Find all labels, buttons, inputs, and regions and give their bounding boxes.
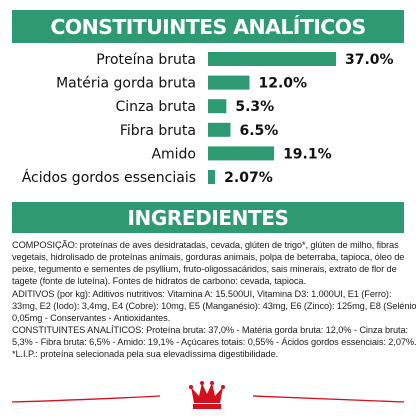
bar <box>208 146 275 161</box>
analytics-bar-chart: Proteína bruta 37.0% Matéria gorda bruta 12… <box>22 52 394 186</box>
composition-line: 33mg, E2 (Iodo): 3,4mg, E4 (Cobre): 10mg… <box>12 300 416 311</box>
category-label: Fibra bruta <box>120 123 196 139</box>
composition-line: 0,05mg - Conservantes - Antioxidantes. <box>12 312 171 323</box>
category-label: Amido <box>151 146 196 162</box>
value-label: 19.1% <box>283 146 332 162</box>
value-label: 12.0% <box>259 76 308 92</box>
bar <box>208 170 216 184</box>
bar <box>208 99 227 114</box>
composition-line: vegetais, hidrolisado de proteínas anima… <box>12 252 405 263</box>
category-label: Proteína bruta <box>96 52 196 68</box>
category-label: Matéria gorda bruta <box>56 76 196 92</box>
composition-line: CONSTITUINTES ANALÍTICOS: Proteína bruta… <box>12 325 409 336</box>
bar <box>208 122 231 137</box>
composition-line: COMPOSIÇÃO: proteínas de aves desidratad… <box>12 240 399 250</box>
footer-swoosh <box>11 395 161 403</box>
composition-text: COMPOSIÇÃO: proteínas de aves desidratad… <box>12 239 416 361</box>
composition-line: tagete (fonte de luteína). Fontes de hid… <box>12 276 306 287</box>
value-label: 5.3% <box>235 99 274 115</box>
bar <box>208 75 250 90</box>
section-title-ingredients: INGREDIENTES <box>12 202 404 233</box>
value-label: 2.07% <box>224 170 273 186</box>
composition-line: *L.I.P.: proteína selecionada pela sua e… <box>12 349 279 360</box>
composition-line: 5,3% - Fibra bruta: 6,5% - Amido: 19,1% … <box>12 337 416 348</box>
category-label: Cinza bruta <box>116 99 197 115</box>
value-label: 37.0% <box>345 52 394 68</box>
category-label: Ácidos gordos essenciais <box>22 169 196 186</box>
crown-icon <box>189 381 225 409</box>
composition-line: peixe, tegumento e sementes de psyllium,… <box>12 264 397 275</box>
footer-swoosh <box>252 395 405 403</box>
section-title-analytics: CONSTITUINTES ANALÍTICOS <box>12 10 404 43</box>
composition-line: ADITIVOS (por kg): Aditivos nutritivos: … <box>12 288 392 299</box>
value-label: 6.5% <box>239 123 278 139</box>
footer <box>11 381 405 409</box>
bar <box>208 52 336 66</box>
